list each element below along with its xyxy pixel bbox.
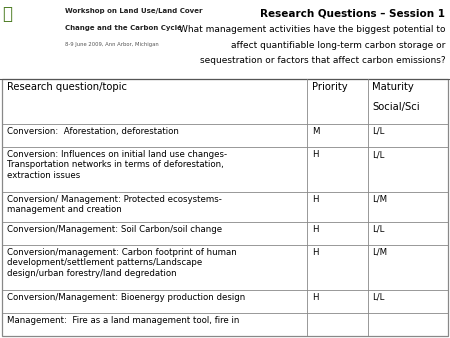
Text: Maturity: Maturity bbox=[372, 82, 414, 92]
Text: L/M: L/M bbox=[372, 195, 387, 204]
Text: Workshop on Land Use/Land Cover: Workshop on Land Use/Land Cover bbox=[65, 8, 203, 15]
Text: H: H bbox=[312, 248, 319, 257]
Text: L/M: L/M bbox=[372, 248, 387, 257]
Bar bbox=[2, 79, 448, 336]
Text: L/L: L/L bbox=[372, 293, 384, 301]
Text: H: H bbox=[312, 225, 319, 234]
Text: Conversion/Management: Bioenergy production design: Conversion/Management: Bioenergy product… bbox=[7, 293, 245, 301]
Text: H: H bbox=[312, 195, 319, 204]
Text: Conversion/management: Carbon footprint of human
development/settlement patterns: Conversion/management: Carbon footprint … bbox=[7, 248, 237, 277]
Text: What management activities have the biggest potential to: What management activities have the bigg… bbox=[179, 25, 446, 34]
Text: Conversion: Influences on initial land use changes-
Transportation networks in t: Conversion: Influences on initial land u… bbox=[7, 150, 227, 180]
Text: sequestration or factors that affect carbon emissions?: sequestration or factors that affect car… bbox=[200, 56, 446, 65]
Text: L/L: L/L bbox=[372, 150, 384, 159]
Text: Priority: Priority bbox=[312, 82, 347, 92]
Text: 🌳: 🌳 bbox=[2, 5, 12, 23]
Text: Management:  Fire as a land management tool, fire in: Management: Fire as a land management to… bbox=[7, 316, 239, 325]
Text: affect quantifiable long-term carbon storage or: affect quantifiable long-term carbon sto… bbox=[231, 41, 446, 50]
Text: Conversion:  Aforestation, deforestation: Conversion: Aforestation, deforestation bbox=[7, 127, 179, 136]
Text: Conversion/Management: Soil Carbon/soil change: Conversion/Management: Soil Carbon/soil … bbox=[7, 225, 222, 234]
Text: Change and the Carbon Cycle: Change and the Carbon Cycle bbox=[65, 25, 182, 31]
Text: 8-9 June 2009, Ann Arbor, Michigan: 8-9 June 2009, Ann Arbor, Michigan bbox=[65, 42, 159, 47]
Text: L/L: L/L bbox=[372, 127, 384, 136]
Text: L/L: L/L bbox=[372, 225, 384, 234]
Text: Research Questions – Session 1: Research Questions – Session 1 bbox=[261, 8, 446, 19]
Text: Conversion/ Management: Protected ecosystems-
management and creation: Conversion/ Management: Protected ecosys… bbox=[7, 195, 221, 214]
Text: H: H bbox=[312, 293, 319, 301]
Text: H: H bbox=[312, 150, 319, 159]
Text: Research question/topic: Research question/topic bbox=[7, 82, 127, 92]
Text: Social/Sci: Social/Sci bbox=[372, 102, 420, 112]
Text: M: M bbox=[312, 127, 320, 136]
